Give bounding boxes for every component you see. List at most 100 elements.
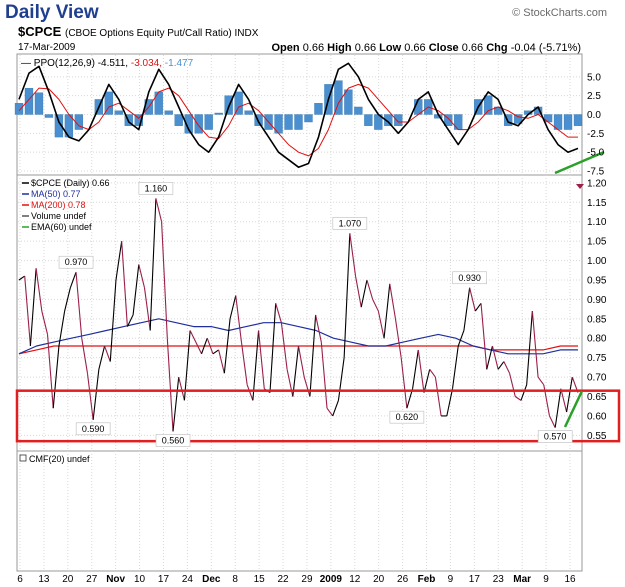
ppo-histogram-bar bbox=[563, 114, 573, 130]
price-y-tick-label: 0.60 bbox=[587, 411, 607, 422]
x-tick-label: 20 bbox=[373, 574, 385, 585]
page-title: Daily View bbox=[5, 2, 99, 23]
price-line-segment bbox=[104, 345, 111, 362]
price-line-segment bbox=[377, 310, 385, 339]
price-line-segment bbox=[566, 376, 573, 413]
low-value: 0.66 bbox=[404, 42, 426, 54]
ppo-histogram-bar bbox=[184, 114, 193, 134]
price-y-tick-label: 0.95 bbox=[587, 275, 607, 286]
ppo-histogram-bar bbox=[454, 114, 463, 130]
price-line-segment bbox=[343, 233, 351, 358]
ppo-histogram-bar bbox=[24, 87, 34, 115]
price-line-segment bbox=[252, 330, 260, 401]
ppo-histogram-bar bbox=[174, 114, 183, 126]
price-line-segment bbox=[29, 268, 37, 347]
price-line-segment bbox=[18, 275, 26, 281]
high-value: 0.66 bbox=[354, 42, 377, 54]
price-line-segment bbox=[394, 318, 402, 358]
price-line-segment bbox=[486, 345, 493, 370]
price-y-tick-label: 1.10 bbox=[587, 217, 607, 228]
price-annotation-label: 0.560 bbox=[162, 435, 185, 445]
highlight-box bbox=[15, 389, 621, 443]
ppo-y-tick-label: 0.0 bbox=[587, 110, 601, 121]
last-value-marker bbox=[576, 184, 584, 189]
ppo-histogram-bar bbox=[344, 89, 353, 115]
price-line-segment bbox=[155, 198, 163, 222]
x-tick-label: Mar bbox=[513, 574, 531, 585]
price-line-segment bbox=[417, 349, 425, 393]
price-legend: $CPCE (Daily) 0.66 bbox=[31, 178, 110, 188]
price-line-segment bbox=[389, 283, 397, 319]
price-line-segment bbox=[246, 384, 254, 401]
ppo-legend: — PPO(12,26,9) -4.511, -3.034, -1.477 bbox=[21, 58, 194, 69]
x-tick-label: 6 bbox=[17, 574, 23, 585]
price-line-segment bbox=[183, 330, 191, 401]
x-tick-label: 8 bbox=[232, 574, 238, 585]
ppo-signal-line bbox=[18, 83, 578, 157]
price-y-tick-label: 0.65 bbox=[587, 392, 607, 403]
price-line-segment bbox=[41, 310, 49, 335]
price-line-segment bbox=[469, 287, 476, 312]
ppo-histogram-bar bbox=[384, 114, 393, 126]
ppo-histogram-bar bbox=[194, 114, 203, 134]
x-tick-label: 16 bbox=[564, 574, 576, 585]
ppo-histogram-bar bbox=[304, 114, 313, 123]
credit-text: © StockCharts.com bbox=[512, 7, 607, 19]
price-line-segment bbox=[58, 310, 66, 347]
price-line-segment bbox=[138, 264, 146, 288]
price-line-segment bbox=[548, 415, 556, 428]
price-line-segment bbox=[366, 279, 374, 300]
price-line-segment bbox=[201, 338, 208, 354]
ppo-histogram-bar bbox=[284, 114, 293, 130]
price-line-segment bbox=[172, 377, 180, 432]
ppo-histogram-bar bbox=[314, 103, 323, 115]
price-line-segment bbox=[434, 377, 442, 417]
x-tick-label: 13 bbox=[38, 574, 50, 585]
x-tick-label: 29 bbox=[301, 574, 313, 585]
price-y-tick-label: 1.00 bbox=[587, 256, 607, 267]
price-line-segment bbox=[326, 407, 334, 417]
price-line-segment bbox=[337, 357, 345, 401]
ppo-histogram-bar bbox=[244, 110, 253, 115]
x-tick-label: 9 bbox=[543, 574, 549, 585]
price-line-segment bbox=[86, 373, 94, 420]
ppo-histogram-bar bbox=[543, 114, 553, 123]
ppo-trend-annotation bbox=[554, 150, 605, 175]
price-y-tick-label: 1.20 bbox=[587, 178, 607, 189]
cmf-legend-icon bbox=[19, 454, 27, 462]
ppo-histogram-bar bbox=[164, 110, 173, 115]
ppo-histogram-bar bbox=[484, 95, 493, 115]
price-line-segment bbox=[24, 276, 31, 347]
price-annotation-box bbox=[138, 182, 174, 195]
price-line-segment bbox=[121, 241, 128, 327]
price-panel bbox=[16, 174, 583, 452]
price-line-segment bbox=[503, 361, 511, 374]
price-line-segment bbox=[451, 345, 459, 389]
price-line-segment bbox=[52, 345, 60, 409]
price-line-segment bbox=[400, 357, 408, 409]
price-line-segment bbox=[332, 400, 339, 417]
price-line-segment bbox=[64, 287, 71, 312]
ppo-y-tick-label: -2.5 bbox=[587, 129, 605, 140]
price-line-segment bbox=[223, 318, 231, 374]
ppo-histogram-bar bbox=[214, 112, 223, 115]
price-line-segment bbox=[240, 342, 248, 385]
ppo-y-tick-label: -5.0 bbox=[587, 148, 605, 159]
price-annotation-box bbox=[75, 422, 111, 436]
ppo-histogram-bar bbox=[44, 114, 54, 118]
x-tick-label: 10 bbox=[134, 574, 146, 585]
price-annotation-label: 1.070 bbox=[339, 218, 362, 228]
ppo-histogram-bar bbox=[513, 114, 523, 124]
price-line-segment bbox=[497, 361, 505, 370]
close-value: 0.66 bbox=[461, 42, 484, 54]
price-y-tick-label: 0.55 bbox=[587, 431, 607, 442]
price-line-segment bbox=[275, 303, 282, 323]
price-line-segment bbox=[143, 287, 151, 331]
price-y-tick-label: 0.70 bbox=[587, 373, 607, 384]
close-label: Close bbox=[428, 42, 459, 54]
ppo-legend-value: — PPO(12,26,9) -4.511, bbox=[21, 58, 131, 69]
price-line-segment bbox=[218, 349, 225, 374]
x-tick-label: Dec bbox=[202, 574, 221, 585]
price-line-segment bbox=[149, 198, 157, 331]
ppo-histogram-bar bbox=[14, 103, 24, 115]
